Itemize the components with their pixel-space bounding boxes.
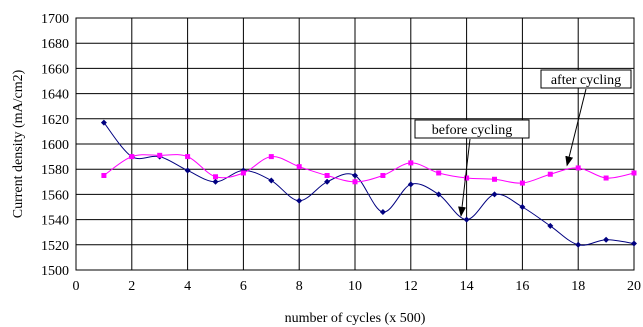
data-point bbox=[100, 119, 107, 126]
x-tick-label: 8 bbox=[296, 279, 303, 294]
data-point bbox=[575, 165, 581, 171]
data-point bbox=[492, 176, 497, 182]
x-axis-ticks: 0 2 4 6 8 10 12 14 16 18 20 bbox=[73, 279, 642, 294]
data-point bbox=[547, 222, 554, 229]
data-point bbox=[185, 154, 191, 160]
y-tick-label: 1680 bbox=[41, 37, 69, 52]
data-point bbox=[464, 175, 470, 181]
series-1 bbox=[101, 152, 637, 186]
data-point bbox=[296, 197, 303, 204]
y-tick-label: 1620 bbox=[41, 113, 69, 128]
data-point bbox=[631, 240, 637, 247]
annotation-0: before cycling bbox=[414, 119, 530, 217]
x-tick-label: 2 bbox=[128, 279, 135, 294]
y-axis-title: Current density (mA/cm2) bbox=[11, 69, 26, 218]
data-point bbox=[547, 171, 553, 177]
data-point bbox=[407, 181, 414, 188]
chart-grid bbox=[75, 17, 635, 271]
annotation-label: after cycling bbox=[551, 73, 621, 88]
data-point bbox=[408, 160, 414, 166]
annotation-box bbox=[540, 69, 632, 89]
annotation-1: after cycling bbox=[540, 69, 632, 167]
data-point bbox=[519, 180, 525, 186]
annotation-arrow bbox=[565, 88, 587, 167]
data-point bbox=[603, 175, 609, 181]
x-tick-label: 10 bbox=[348, 279, 362, 294]
data-point bbox=[519, 204, 526, 210]
series-layer bbox=[100, 119, 637, 248]
y-tick-label: 1560 bbox=[41, 188, 69, 203]
data-point bbox=[129, 154, 135, 160]
x-axis-title: number of cycles (x 500) bbox=[285, 311, 426, 326]
series-0 bbox=[100, 119, 637, 248]
series-line bbox=[103, 122, 635, 246]
data-point bbox=[268, 154, 274, 160]
data-point bbox=[212, 178, 219, 185]
y-axis-ticks: 1500 1520 1540 1560 1580 1600 1620 1640 1660 1680… bbox=[41, 12, 69, 279]
data-point bbox=[379, 209, 386, 216]
x-tick-label: 0 bbox=[73, 279, 80, 294]
x-tick-label: 14 bbox=[460, 279, 474, 294]
annotation-label: before cycling bbox=[432, 123, 512, 138]
y-tick-label: 1700 bbox=[41, 12, 69, 27]
annotation-arrow bbox=[458, 138, 471, 217]
y-tick-label: 1520 bbox=[41, 239, 69, 254]
annotations-layer: before cycling after cycling bbox=[414, 69, 632, 217]
x-tick-label: 20 bbox=[627, 279, 641, 294]
x-tick-label: 18 bbox=[571, 279, 585, 294]
data-point bbox=[101, 173, 107, 178]
data-point bbox=[603, 236, 610, 243]
data-point bbox=[352, 172, 358, 179]
data-point bbox=[324, 178, 331, 185]
data-point bbox=[296, 164, 302, 170]
data-point bbox=[463, 216, 470, 223]
y-tick-label: 1500 bbox=[41, 264, 69, 279]
data-point bbox=[184, 167, 191, 174]
annotation-box bbox=[414, 119, 530, 139]
y-tick-label: 1580 bbox=[41, 163, 69, 178]
data-point bbox=[268, 177, 275, 184]
data-point bbox=[491, 191, 498, 198]
x-tick-label: 12 bbox=[404, 279, 418, 294]
y-tick-label: 1660 bbox=[41, 62, 69, 77]
plot-area-frame bbox=[75, 17, 635, 271]
x-tick-label: 16 bbox=[515, 279, 529, 294]
data-point bbox=[380, 173, 386, 178]
x-tick-label: 6 bbox=[240, 279, 247, 294]
data-point bbox=[213, 174, 218, 180]
data-point bbox=[435, 191, 442, 198]
y-tick-label: 1600 bbox=[41, 138, 69, 153]
y-tick-label: 1640 bbox=[41, 88, 69, 103]
data-point bbox=[631, 170, 637, 176]
data-point bbox=[324, 173, 330, 178]
x-tick-label: 4 bbox=[184, 279, 191, 294]
data-point bbox=[575, 241, 582, 248]
y-tick-label: 1540 bbox=[41, 214, 69, 229]
data-point bbox=[240, 170, 246, 176]
data-point bbox=[436, 170, 442, 176]
data-point bbox=[157, 152, 163, 158]
data-point bbox=[352, 179, 358, 185]
